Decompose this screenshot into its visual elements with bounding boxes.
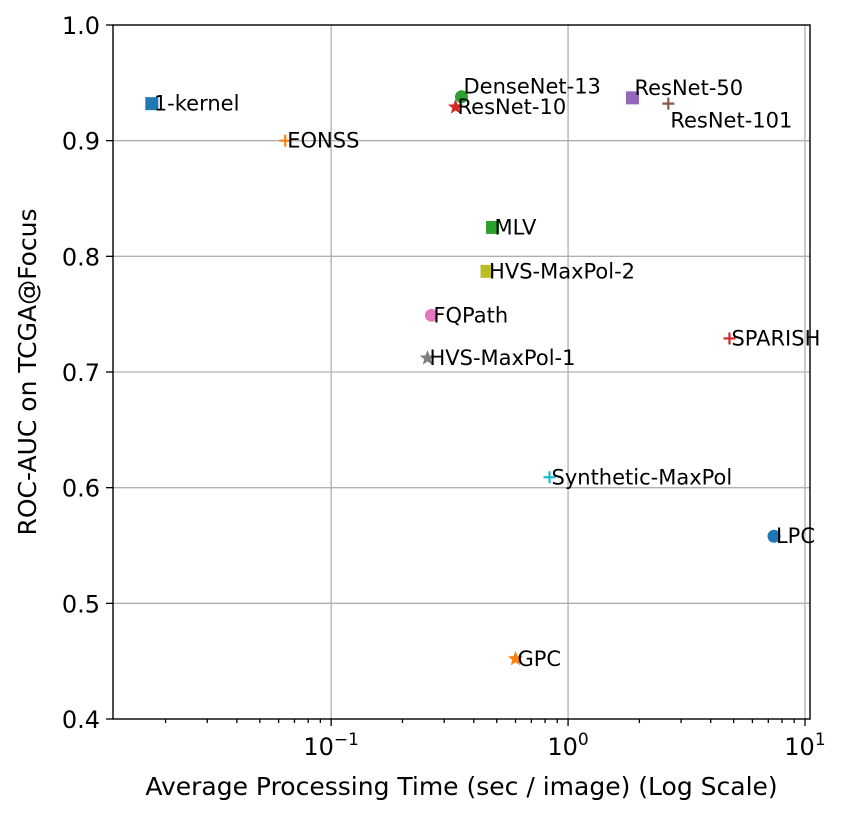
point-label-densenet-13: DenseNet-13 (464, 75, 601, 99)
y-tick-label: 0.4 (62, 706, 100, 734)
x-tick-base: 10 (784, 733, 815, 761)
y-tick-label: 0.6 (62, 475, 100, 503)
marker-lpc (767, 529, 781, 543)
marker-fqpath (424, 308, 438, 322)
point-label-resnet-50: ResNet-50 (634, 76, 743, 100)
x-tick-base: 10 (547, 733, 578, 761)
marker-layer (145, 90, 781, 666)
x-tick-label: 100 (547, 730, 588, 761)
marker-gpc (507, 650, 524, 666)
y-axis-title: ROC-AUC on TCGA@Focus (13, 208, 42, 535)
point-label-fqpath: FQPath (433, 303, 508, 327)
marker-resnet-10 (447, 99, 464, 114)
grid-layer (113, 25, 810, 719)
point-label-sparish: SPARISH (731, 326, 820, 350)
point-label-resnet-101: ResNet-101 (670, 109, 792, 133)
marker-hvs-maxpol-2 (480, 264, 494, 278)
x-tick-label: 10−1 (303, 730, 359, 761)
y-tick-label: 0.5 (62, 590, 100, 618)
x-tick-exponent: −1 (334, 730, 359, 750)
y-tick-label: 0.9 (62, 128, 100, 156)
x-tick-exponent: 1 (815, 730, 826, 750)
x-tick-label: 101 (784, 730, 825, 761)
tick-layer: 0.40.50.60.70.80.91.010−1 100 101 (62, 12, 826, 761)
point-label-1-kernel: 1-kernel (154, 92, 240, 116)
x-tick-exponent: 0 (578, 730, 589, 750)
point-label-lpc: LPC (776, 524, 815, 548)
x-tick-base: 10 (303, 733, 334, 761)
marker-resnet-50 (625, 91, 639, 105)
x-axis-title: Average Processing Time (sec / image) (L… (145, 772, 777, 801)
y-tick-label: 0.7 (62, 359, 100, 387)
y-tick-label: 1.0 (62, 12, 100, 40)
marker-hvs-maxpol-1 (419, 350, 436, 365)
point-label-synthetic-maxpol: Synthetic-MaxPol (552, 465, 733, 489)
point-label-hvs-maxpol-2: HVS-MaxPol-2 (489, 259, 635, 283)
y-tick-label: 0.8 (62, 243, 100, 271)
marker-eonss (279, 134, 292, 147)
marker-densenet-13 (455, 90, 469, 104)
point-label-eonss: EONSS (287, 129, 359, 153)
point-label-mlv: MLV (495, 215, 538, 239)
marker-1-kernel (145, 97, 159, 111)
marker-synthetic-maxpol (543, 471, 556, 484)
point-label-gpc: GPC (518, 647, 562, 671)
marker-sparish (723, 332, 736, 345)
point-label-resnet-10: ResNet-10 (458, 95, 567, 119)
marker-mlv (486, 220, 500, 234)
point-label-hvs-maxpol-1: HVS-MaxPol-1 (429, 346, 575, 370)
marker-resnet-101 (662, 97, 675, 110)
